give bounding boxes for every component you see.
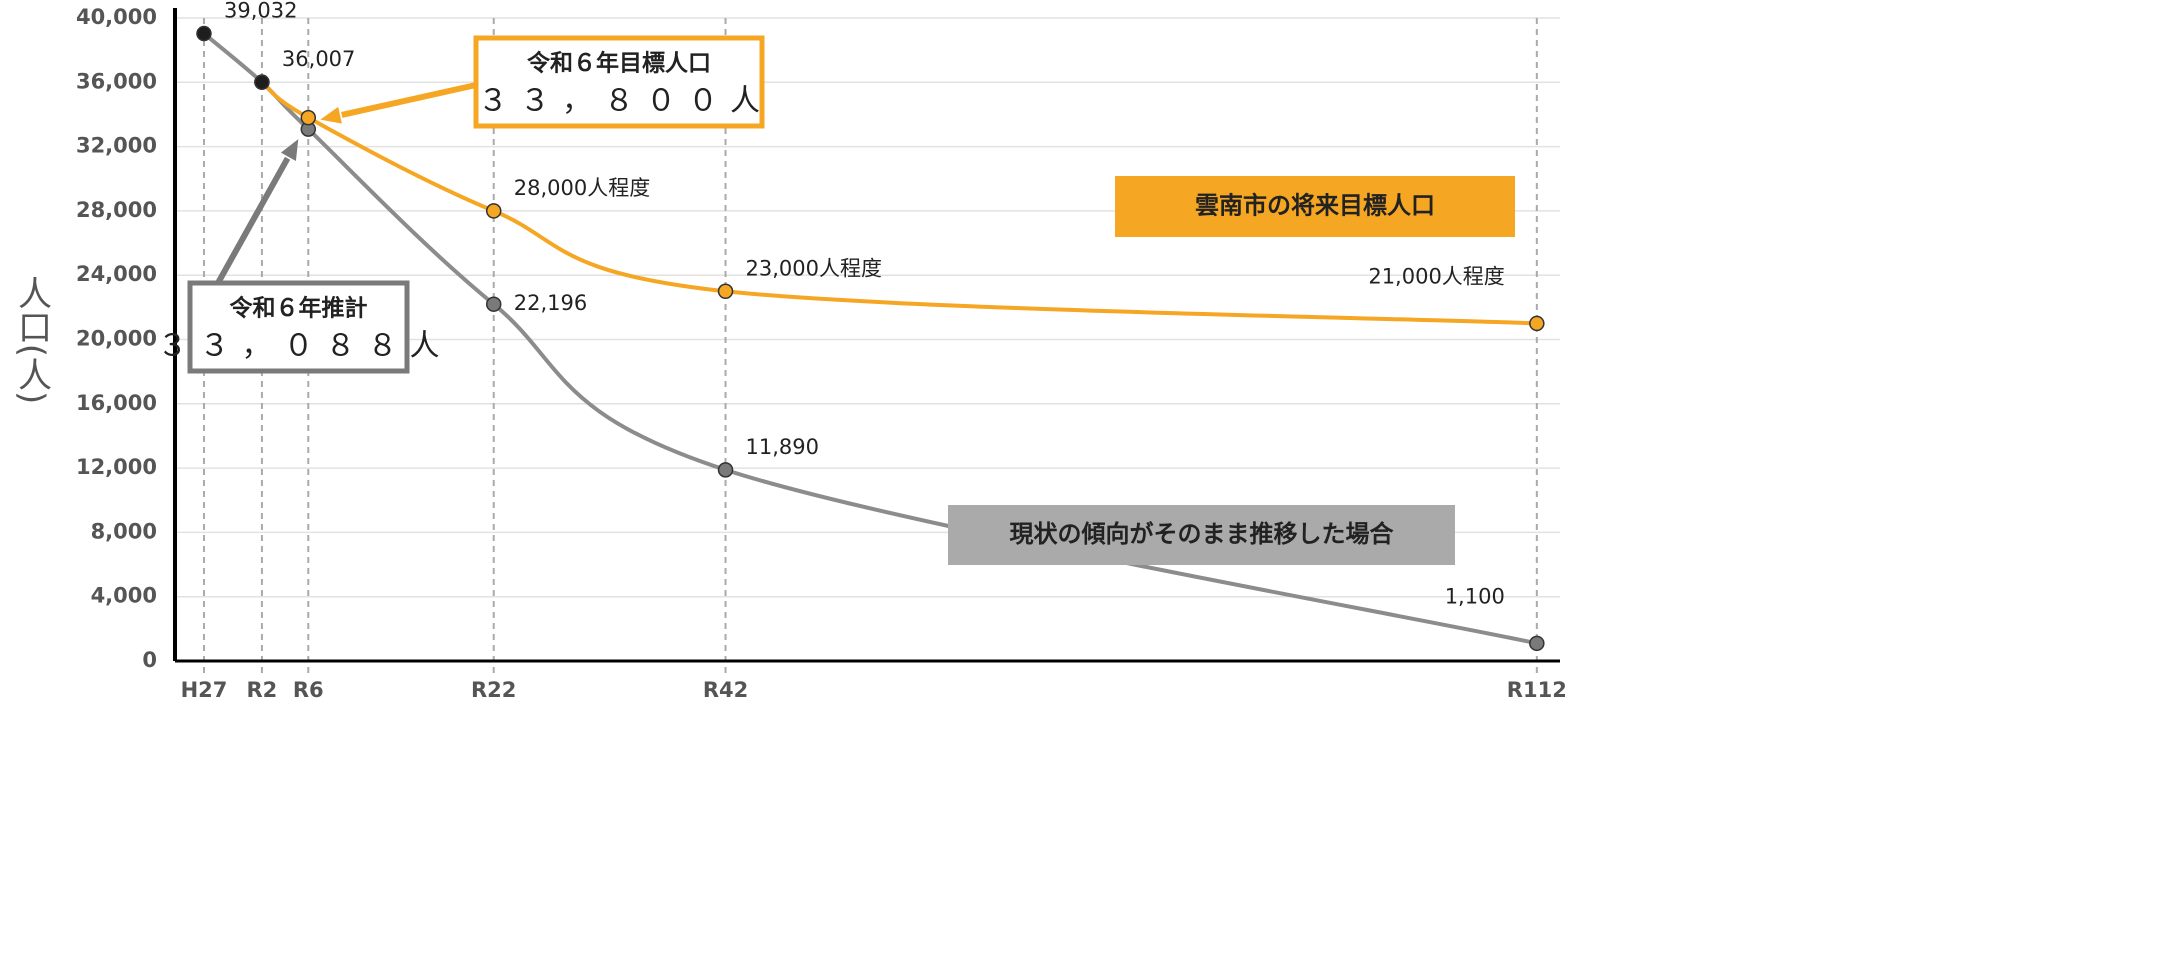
legend-box bbox=[948, 505, 1455, 565]
x-tick-label: R2 bbox=[247, 678, 278, 702]
point bbox=[1529, 635, 1545, 652]
annotation-title: 令和６年推計 bbox=[230, 295, 368, 322]
annotation-title: 令和６年目標人口 bbox=[527, 50, 711, 77]
x-tick-label: R42 bbox=[703, 678, 748, 702]
legend-label: 雲南市の将来目標人口 bbox=[1195, 192, 1435, 220]
y-axis-label: 人口(人) bbox=[12, 276, 52, 405]
y-tick-label: 8,000 bbox=[91, 519, 157, 543]
value-label: 1,100 bbox=[1445, 584, 1505, 608]
arrow-shaft bbox=[341, 82, 477, 118]
arrow-shaft bbox=[215, 156, 291, 285]
x-tick-label: H27 bbox=[181, 678, 228, 702]
annotation-value: ３３，０８８人 bbox=[158, 329, 452, 364]
point bbox=[254, 74, 270, 90]
y-tick-label: 40,000 bbox=[76, 5, 157, 29]
value-label: 28,000人程度 bbox=[514, 176, 650, 200]
value-label: 22,196 bbox=[514, 291, 587, 315]
annotation-value: ３３，８００人 bbox=[478, 84, 772, 119]
y-tick-label: 20,000 bbox=[76, 327, 157, 351]
point bbox=[717, 462, 734, 478]
arrow-head bbox=[320, 106, 342, 124]
annotation-box bbox=[187, 280, 410, 374]
y-tick-label: 16,000 bbox=[76, 391, 157, 415]
value-label: 36,007 bbox=[282, 47, 355, 71]
point bbox=[485, 203, 502, 219]
point bbox=[1529, 315, 1545, 332]
y-tick-label: 12,000 bbox=[76, 455, 157, 479]
y-tick-label: 28,000 bbox=[76, 198, 157, 222]
value-label: 21,000人程度 bbox=[1368, 264, 1504, 288]
value-label: 23,000人程度 bbox=[746, 256, 882, 280]
annotation-box bbox=[473, 35, 765, 129]
x-tick-label: R22 bbox=[471, 678, 516, 702]
legend-box bbox=[1115, 176, 1515, 237]
legend-label: 現状の傾向がそのまま推移した場合 bbox=[1010, 520, 1395, 548]
x-tick-label: R112 bbox=[1507, 678, 1567, 702]
y-tick-label: 24,000 bbox=[76, 262, 157, 286]
point bbox=[196, 25, 212, 42]
series-line bbox=[260, 80, 1537, 326]
point bbox=[485, 296, 502, 312]
point bbox=[717, 283, 734, 300]
y-tick-label: 0 bbox=[142, 648, 157, 672]
y-tick-label: 36,000 bbox=[76, 69, 157, 93]
point bbox=[300, 109, 317, 126]
y-tick-label: 4,000 bbox=[91, 584, 157, 608]
x-tick-label: R6 bbox=[293, 678, 324, 702]
value-label: 39,032 bbox=[224, 0, 297, 23]
value-label: 11,890 bbox=[746, 435, 819, 459]
y-tick-label: 32,000 bbox=[76, 134, 157, 158]
arrow-head bbox=[280, 139, 299, 161]
